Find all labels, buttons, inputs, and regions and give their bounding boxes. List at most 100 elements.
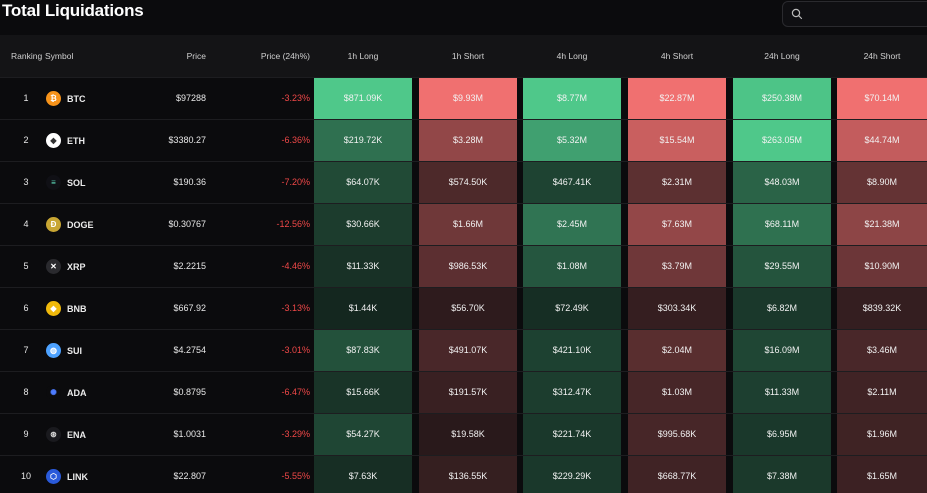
price-cell: $2.2215 [173,261,206,271]
change-cell: -6.36% [281,135,310,145]
rank-cell: 6 [23,303,29,313]
h4-short-cell: $995.68K [628,414,726,455]
price-cell: $0.30767 [168,219,206,229]
h24-short-cell: $44.74M [837,120,927,161]
h1-short-cell: $191.57K [419,372,517,413]
header-price[interactable]: Price [186,51,206,61]
h24-long-cell: $48.03M [733,162,831,203]
price-cell: $97288 [175,93,206,103]
h24-long-cell: $6.82M [733,288,831,329]
h4-long-cell: $5.32M [523,120,621,161]
change-cell: -5.55% [281,471,310,481]
h24-short-cell: $1.65M [837,456,927,493]
ethereum-icon: ◆ [46,133,61,148]
change-cell: -3.01% [281,345,310,355]
xrp-icon: ✕ [46,259,61,274]
search-box[interactable] [782,1,927,27]
h4-short-cell: $3.79M [628,246,726,287]
symbol-cell[interactable]: ◍ SUI [46,330,136,371]
header-ranking[interactable]: Ranking [11,51,43,61]
symbol-cell[interactable]: ⬡ LINK [46,456,136,493]
h24-long-cell: $250.38M [733,78,831,119]
change-cell: -3.29% [281,429,310,439]
h4-short-cell: $2.31M [628,162,726,203]
search-input[interactable] [809,5,919,23]
h4-long-cell: $1.08M [523,246,621,287]
symbol-label: SUI [67,345,83,356]
table-row[interactable]: 10 ⬡ LINK $22.807 -5.55% $7.63K $136.55K $229.2… [0,455,927,493]
header-24h-long[interactable]: 24h Long [764,51,800,61]
table-row[interactable]: 5 ✕ XRP $2.2215 -4.46% $11.33K $986.53K $1.08M $… [0,245,927,287]
h4-long-cell: $8.77M [523,78,621,119]
change-cell: -12.56% [276,219,310,229]
rank-cell: 7 [23,345,29,355]
h4-short-cell: $668.77K [628,456,726,493]
symbol-cell[interactable]: ◆ ETH [46,120,136,161]
h24-short-cell: $1.96M [837,414,927,455]
h1-long-cell: $30.66K [314,204,412,245]
h24-short-cell: $2.11M [837,372,927,413]
table-row[interactable]: 6 ◆ BNB $667.92 -3.13% $1.44K $56.70K $72.49K $3… [0,287,927,329]
symbol-cell[interactable]: ✕ XRP [46,246,136,287]
symbol-cell[interactable]: ≡ SOL [46,162,136,203]
table-row[interactable]: 7 ◍ SUI $4.2754 -3.01% $87.83K $491.07K $421.10… [0,329,927,371]
table-header: Ranking Symbol Price Price (24h%) 1h Lon… [0,35,927,77]
h1-long-cell: $7.63K [314,456,412,493]
header-change[interactable]: Price (24h%) [260,51,310,61]
price-cell: $3380.27 [168,135,206,145]
h1-long-cell: $15.66K [314,372,412,413]
change-cell: -4.46% [281,261,310,271]
symbol-label: XRP [67,261,86,272]
h24-long-cell: $16.09M [733,330,831,371]
h4-long-cell: $221.74K [523,414,621,455]
rank-cell: 1 [23,93,29,103]
ethena-icon: ⊛ [46,427,61,442]
symbol-label: SOL [67,177,86,188]
rank-cell: 3 [23,177,29,187]
table-row[interactable]: 2 ◆ ETH $3380.27 -6.36% $219.72K $3.28M $5.32M $… [0,119,927,161]
search-icon [791,8,803,20]
table-row[interactable]: 1 ₿ BTC $97288 -3.23% $871.09K $9.93M $8.77M $22… [0,77,927,119]
symbol-cell[interactable]: ⊛ ENA [46,414,136,455]
table-row[interactable]: 8 ✺ ADA $0.8795 -6.47% $15.66K $191.57K $312.47… [0,371,927,413]
h24-short-cell: $10.90M [837,246,927,287]
symbol-cell[interactable]: ◆ BNB [46,288,136,329]
price-cell: $0.8795 [173,387,206,397]
chainlink-icon: ⬡ [46,469,61,484]
header-24h-short[interactable]: 24h Short [863,51,901,61]
h1-long-cell: $54.27K [314,414,412,455]
symbol-label: LINK [67,471,88,482]
header-4h-long[interactable]: 4h Long [556,51,588,61]
header-1h-short[interactable]: 1h Short [451,51,485,61]
symbol-cell[interactable]: ₿ BTC [46,78,136,119]
symbol-cell[interactable]: ✺ ADA [46,372,136,413]
rank-cell: 10 [20,471,31,481]
table-row[interactable]: 3 ≡ SOL $190.36 -7.20% $64.07K $574.50K $467.41… [0,161,927,203]
h1-short-cell: $986.53K [419,246,517,287]
symbol-label: ETH [67,135,85,146]
rank-cell: 9 [23,429,29,439]
table-row[interactable]: 9 ⊛ ENA $1.0031 -3.29% $54.27K $19.58K $221.74K… [0,413,927,455]
h1-long-cell: $219.72K [314,120,412,161]
header-1h-long[interactable]: 1h Long [347,51,379,61]
h1-short-cell: $56.70K [419,288,517,329]
change-cell: -3.13% [281,303,310,313]
header-4h-short[interactable]: 4h Short [660,51,694,61]
table-row[interactable]: 4 Ð DOGE $0.30767 -12.56% $30.66K $1.66M $2.45M… [0,203,927,245]
h4-short-cell: $7.63M [628,204,726,245]
h1-long-cell: $87.83K [314,330,412,371]
h24-short-cell: $8.90M [837,162,927,203]
h1-short-cell: $136.55K [419,456,517,493]
h1-long-cell: $871.09K [314,78,412,119]
h24-long-cell: $7.38M [733,456,831,493]
h4-long-cell: $2.45M [523,204,621,245]
h1-short-cell: $9.93M [419,78,517,119]
rank-cell: 4 [23,219,29,229]
change-cell: -6.47% [281,387,310,397]
h24-short-cell: $21.38M [837,204,927,245]
symbol-cell[interactable]: Ð DOGE [46,204,136,245]
header-symbol[interactable]: Symbol [45,51,74,61]
price-cell: $22.807 [173,471,206,481]
h1-short-cell: $574.50K [419,162,517,203]
bnb-icon: ◆ [46,301,61,316]
